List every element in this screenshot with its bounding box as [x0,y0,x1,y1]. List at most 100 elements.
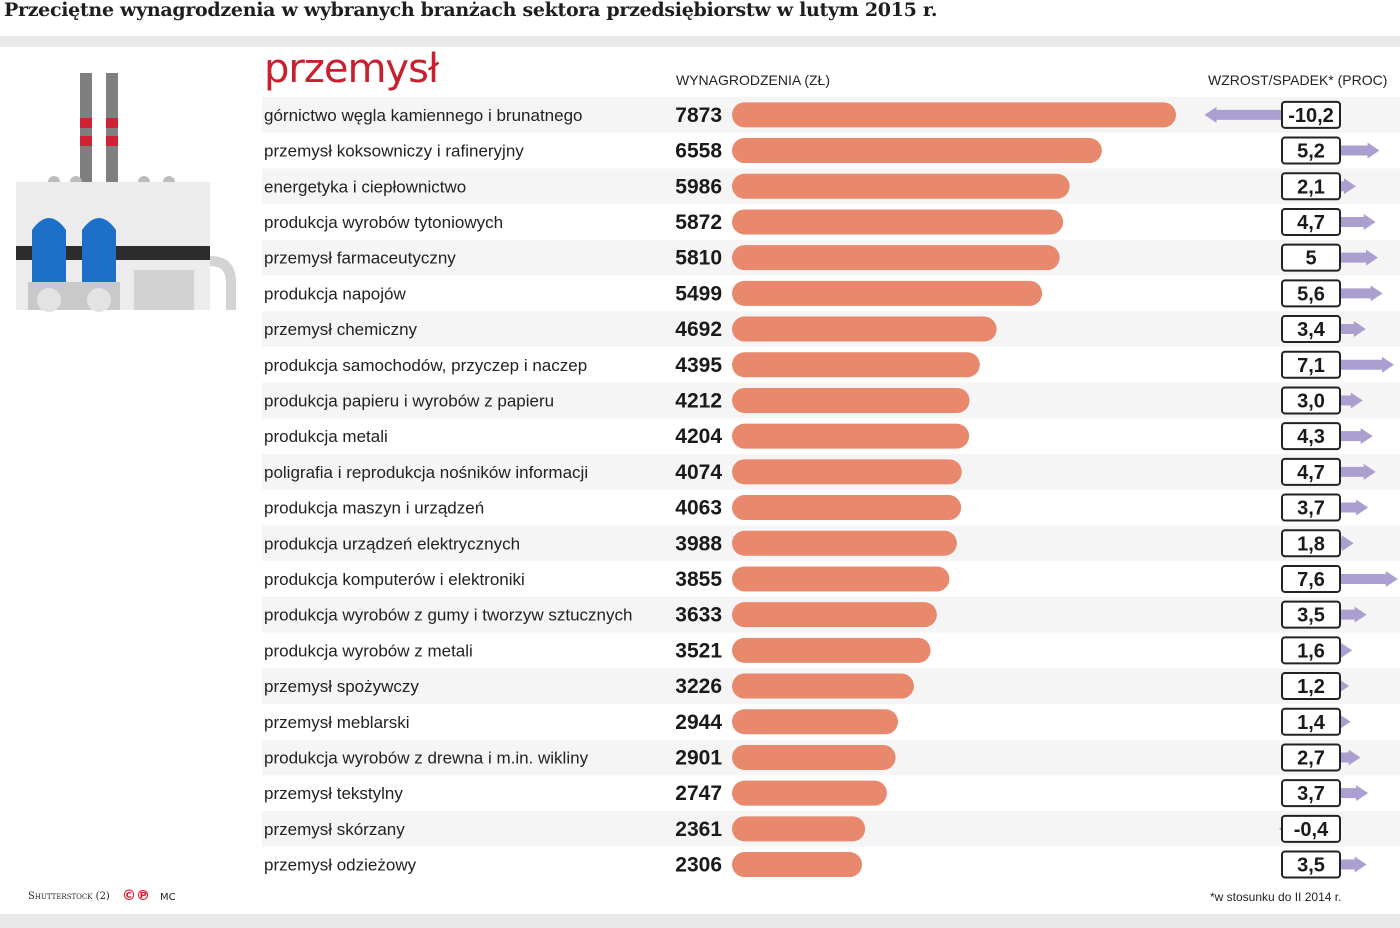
wage-value-label: 2747 [675,782,722,805]
category-label: przemysł odzieżowy [264,856,417,875]
change-value-label: 1,6 [1297,640,1325,662]
category-label: produkcja wyrobów tytoniowych [264,213,503,232]
category-label: produkcja napojów [264,284,406,303]
wage-bar [732,816,866,842]
factory-icon [16,73,236,312]
publisher-logo: ©℗ [122,888,150,904]
change-arrow [1338,428,1373,445]
change-arrow [1338,213,1376,230]
wage-bar [732,780,887,806]
wage-value-label: 3988 [675,532,722,555]
change-arrow [1338,642,1353,659]
wage-value-label: 4395 [675,354,722,377]
change-value-box [1281,100,1341,129]
category-label: produkcja wyrobów z gumy i tworzyw sztuc… [264,606,632,625]
change-value-label: 7,1 [1297,355,1325,377]
wage-bar [732,387,970,413]
change-value-box [1281,707,1341,736]
category-label: produkcja wyrobów z metali [264,641,473,660]
change-value-label: 5,6 [1297,283,1325,305]
change-value-box [1281,279,1341,308]
category-label: produkcja komputerów i elektroniki [264,570,525,589]
wage-value-label: 5810 [675,247,722,270]
top-divider [0,36,1400,47]
wage-value-label: 5872 [675,211,722,234]
change-value-label: 1,2 [1297,676,1325,698]
change-arrow [1338,606,1367,623]
category-label: przemysł tekstylny [264,784,403,803]
category-label: poligrafia i reprodukcja nośników inform… [264,463,588,482]
photo-credit: Shutterstock (2) [28,891,110,902]
wage-value-label: 2306 [675,854,722,877]
change-arrow [1338,749,1361,766]
category-label: przemysł skórzany [264,820,405,839]
change-value-label: 4,3 [1297,426,1325,448]
wage-value-label: 3521 [675,639,722,662]
change-value-label: 5,2 [1297,141,1325,163]
wage-bar [732,459,962,485]
change-arrow [1338,142,1380,159]
wage-value-label: 3855 [675,568,722,591]
wage-bar [732,495,962,521]
change-value-box [1281,743,1341,772]
change-value-label: -10,2 [1288,105,1334,127]
author-initials: MC [160,892,176,903]
change-arrow [1338,463,1376,480]
change-value-label: 3,4 [1297,319,1326,341]
change-value-label: 3,0 [1297,390,1325,412]
page-title: Przeciętne wynagrodzenia w wybranych bra… [4,0,938,21]
change-value-label: 2,1 [1297,176,1325,198]
change-arrow [1338,785,1369,802]
change-value-box [1281,493,1341,522]
change-arrow [1338,321,1366,338]
wage-bar [732,352,980,378]
bottom-divider [0,914,1400,928]
category-label: przemysł chemiczny [264,320,418,339]
change-value-box [1281,386,1341,415]
wage-bar [732,138,1102,164]
change-value-label: 4,7 [1297,462,1325,484]
category-label: przemysł farmaceutyczny [264,249,456,268]
wages-column-header: WYNAGRODZENIA (ZŁ) [676,72,831,88]
change-value-label: 5 [1305,248,1316,270]
wage-bar [732,673,914,699]
category-label: przemysł spożywczy [264,677,419,696]
wage-value-label: 5986 [675,175,722,198]
wage-value-label: 4074 [675,461,722,484]
wage-value-label: 3633 [675,604,722,627]
change-value-box [1281,564,1341,593]
wage-value-label: 2944 [675,711,722,734]
footnote: *w stosunku do II 2014 r. [1210,890,1342,904]
change-value-label: 3,7 [1297,783,1325,805]
category-label: produkcja papieru i wyrobów z papieru [264,391,554,410]
change-arrow [1338,285,1383,302]
category-label: energetyka i ciepłownictwo [264,177,466,196]
wage-bar [732,566,950,592]
category-label: produkcja wyrobów z drewna i m.in. wikli… [264,748,589,767]
change-arrow [1338,356,1394,373]
change-arrow [1338,178,1356,195]
change-value-box [1281,457,1341,486]
category-label: przemysł koksowniczy i rafineryjny [264,142,524,161]
wage-bar [732,209,1064,235]
change-arrow [1338,499,1369,516]
wage-value-label: 7873 [675,104,722,127]
change-value-box [1281,207,1341,236]
change-value-label: 7,6 [1297,569,1325,591]
change-value-label: 1,8 [1297,533,1325,555]
change-arrow [1338,249,1378,266]
change-value-box [1281,172,1341,201]
category-label: produkcja metali [264,427,388,446]
wage-value-label: 6558 [675,140,722,163]
change-value-label: 1,4 [1297,712,1326,734]
change-arrow [1338,713,1351,730]
change-value-label: -0,4 [1294,819,1329,841]
change-arrow [1338,856,1367,873]
wage-bar [732,602,937,628]
section-title: przemysł [264,46,439,92]
wage-value-label: 4692 [675,318,722,341]
change-value-box [1281,422,1341,451]
wage-bar [732,709,899,735]
change-value-label: 3,7 [1297,498,1325,520]
